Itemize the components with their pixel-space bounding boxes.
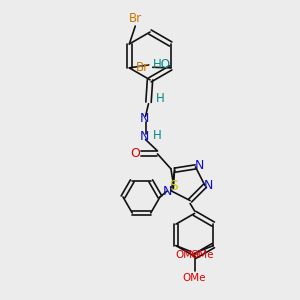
Text: N: N [140,130,149,143]
Text: N: N [204,179,213,192]
Text: Br: Br [136,61,149,74]
Text: OMe: OMe [190,250,214,260]
Text: OMe: OMe [183,273,206,283]
Text: S: S [169,179,178,193]
Text: H: H [156,92,165,105]
Text: H: H [152,130,161,142]
Text: OMe: OMe [175,250,199,260]
Text: Br: Br [129,12,142,25]
Text: N: N [163,185,172,198]
Text: N: N [139,112,149,125]
Text: O: O [131,147,141,161]
Text: HO: HO [153,58,171,71]
Text: N: N [194,159,204,172]
